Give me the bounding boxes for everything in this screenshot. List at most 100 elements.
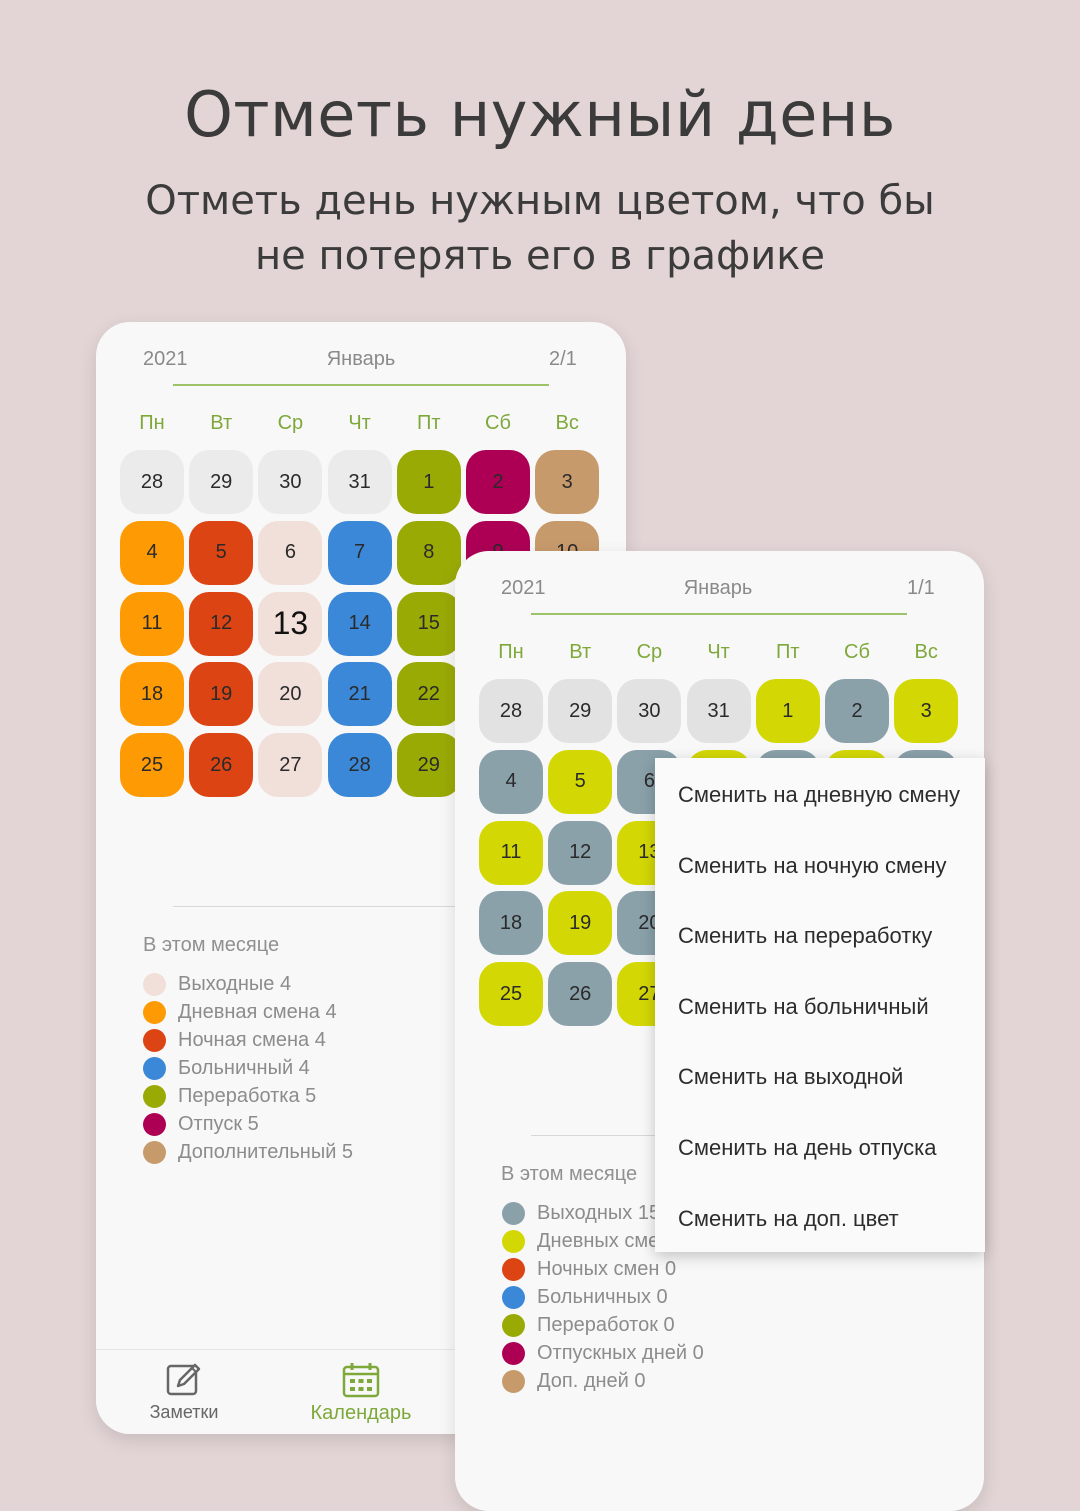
nav-calendar-label: Календарь	[310, 1402, 412, 1424]
weekday-label: Ср	[277, 412, 304, 434]
weekday-label: Ср	[636, 641, 663, 663]
nav-calendar[interactable]: Календарь	[276, 1360, 446, 1425]
legend-label: Переработок 0	[537, 1314, 675, 1336]
summary-divider	[173, 906, 626, 907]
menu-item[interactable]: Сменить на доп. цвет	[678, 1205, 899, 1231]
day-cell[interactable]: 1	[396, 450, 461, 514]
legend-color-dot	[502, 1342, 525, 1365]
legend-color-dot	[502, 1230, 525, 1253]
day-cell[interactable]: 7	[327, 520, 392, 585]
nav-notes[interactable]: Заметки	[99, 1360, 269, 1423]
day-cell[interactable]: 18	[479, 891, 543, 956]
legend-item: Ночных смен 0	[502, 1258, 676, 1281]
weekday-label: Вс	[914, 641, 938, 663]
day-cell[interactable]: 13	[258, 591, 323, 656]
day-cell[interactable]: 3	[894, 679, 959, 743]
legend-color-dot	[502, 1314, 525, 1337]
day-cell[interactable]: 5	[189, 520, 254, 585]
day-cell[interactable]: 29	[396, 733, 461, 798]
legend-item: Дневная смена 4	[143, 1001, 337, 1024]
legend-label: Выходные 4	[178, 973, 292, 995]
day-cell[interactable]: 20	[258, 662, 323, 727]
calendar-screen-a: 2021 Январь 2/1 Пн Вт Ср Чт Пт Сб Вс 28 29 30 31 1…	[96, 322, 626, 1434]
schedule-counter: 2/1	[549, 348, 577, 370]
day-cell[interactable]: 3	[535, 450, 600, 514]
day-cell[interactable]: 28	[120, 450, 184, 514]
day-cell[interactable]: 8	[396, 520, 461, 585]
menu-item[interactable]: Сменить на день отпуска	[678, 1135, 937, 1160]
legend-item: Отпускных дней 0	[502, 1342, 704, 1365]
weekday-label: Сб	[485, 412, 511, 434]
legend-item: Больничный 4	[143, 1057, 310, 1080]
month-label[interactable]: Январь	[683, 577, 753, 599]
day-cell[interactable]: 30	[258, 450, 323, 514]
day-cell[interactable]: 31	[686, 679, 751, 743]
day-cell[interactable]: 11	[120, 591, 184, 656]
day-cell[interactable]: 21	[327, 662, 392, 727]
day-cell[interactable]: 27	[258, 733, 323, 798]
day-cell[interactable]: 12	[189, 591, 254, 656]
day-cell[interactable]: 6	[258, 520, 323, 585]
menu-item[interactable]: Сменить на выходной	[678, 1064, 904, 1090]
day-cell[interactable]: 28	[479, 679, 543, 743]
day-cell[interactable]: 29	[189, 450, 254, 514]
menu-item[interactable]: Сменить на ночную смену	[678, 852, 947, 878]
day-cell[interactable]: 2	[466, 450, 530, 514]
day-cell[interactable]: 1	[755, 679, 820, 743]
legend-item: Больничных 0	[502, 1286, 668, 1309]
legend-color-dot	[502, 1258, 525, 1281]
subheadline-line-2: не потерять его в графике	[254, 233, 826, 279]
legend-item: Переработка 5	[143, 1085, 316, 1108]
weekday-label: Вт	[210, 412, 233, 434]
legend-label: Отпуск 5	[178, 1113, 259, 1135]
day-cell[interactable]: 29	[548, 679, 613, 743]
header-divider	[173, 384, 549, 386]
day-cell[interactable]: 2	[825, 679, 889, 743]
legend-label: Дополнительный 5	[178, 1141, 354, 1163]
legend-color-dot	[143, 1085, 166, 1108]
calendar-icon	[342, 1363, 380, 1398]
legend-label: Дневная смена 4	[178, 1001, 337, 1023]
day-cell[interactable]: 12	[548, 820, 613, 885]
legend-label: Больничный 4	[178, 1057, 310, 1079]
day-cell[interactable]: 26	[548, 962, 613, 1027]
menu-item[interactable]: Сменить на больничный	[678, 993, 929, 1019]
day-cell[interactable]: 4	[120, 520, 184, 585]
legend-color-dot	[143, 1029, 166, 1052]
day-cell[interactable]: 22	[396, 662, 461, 727]
legend-label: Ночная смена 4	[178, 1029, 326, 1051]
year-label: 2021	[501, 577, 546, 599]
legend-color-dot	[143, 1001, 166, 1024]
change-day-menu: Сменить на дневную смену Сменить на ночну…	[655, 758, 985, 1252]
day-cell[interactable]: 15	[396, 591, 461, 656]
day-cell[interactable]: 11	[479, 820, 543, 885]
legend-label: Больничных 0	[537, 1286, 668, 1308]
menu-item[interactable]: Сменить на переработку	[678, 923, 933, 949]
weekday-label: Чт	[707, 641, 730, 663]
day-cell[interactable]: 28	[327, 733, 392, 798]
day-cell[interactable]: 14	[327, 591, 392, 656]
day-cell[interactable]: 31	[327, 450, 392, 514]
month-label[interactable]: Январь	[326, 348, 396, 370]
subheadline: Отметь день нужным цветом, что бы не пот…	[90, 174, 990, 284]
weekday-label: Сб	[844, 641, 870, 663]
day-cell[interactable]: 18	[120, 662, 184, 727]
year-label: 2021	[143, 348, 188, 370]
day-cell[interactable]: 25	[120, 733, 184, 798]
day-cell[interactable]: 25	[479, 962, 543, 1027]
legend-label: Переработка 5	[178, 1085, 317, 1107]
weekday-label: Вт	[569, 641, 592, 663]
day-cell[interactable]: 19	[548, 891, 613, 956]
legend-color-dot	[143, 1113, 166, 1136]
day-cell[interactable]: 19	[189, 662, 254, 727]
day-cell[interactable]: 4	[479, 749, 543, 814]
menu-item[interactable]: Сменить на дневную смену	[678, 782, 961, 807]
legend-color-dot	[502, 1286, 525, 1309]
day-cell[interactable]: 5	[548, 749, 613, 814]
summary-title: В этом месяце	[143, 934, 280, 956]
legend-label: Доп. дней 0	[537, 1370, 646, 1392]
day-cell[interactable]: 26	[189, 733, 254, 798]
legend-item: Ночная смена 4	[143, 1029, 326, 1052]
day-cell[interactable]: 30	[617, 679, 682, 743]
header-divider	[531, 613, 907, 615]
